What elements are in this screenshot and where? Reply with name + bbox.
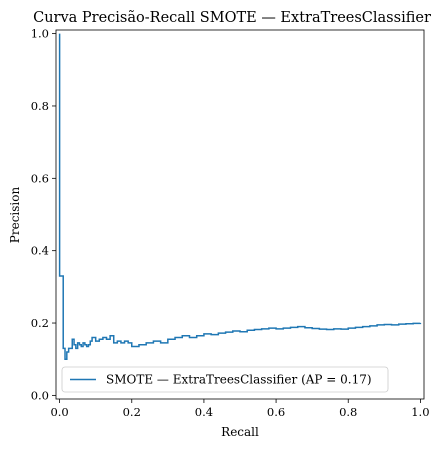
- x-axis-label: Recall: [221, 425, 259, 439]
- legend-label: SMOTE — ExtraTreesClassifier (AP = 0.17): [106, 373, 372, 387]
- legend-box: [61, 366, 389, 393]
- legend: SMOTE — ExtraTreesClassifier (AP = 0.17): [61, 366, 389, 393]
- series-line: [58, 33, 422, 360]
- x-tick-label: 0.8: [339, 405, 357, 419]
- y-tick-label: 0.8: [31, 99, 49, 113]
- plot-area: 0.0 0.2 0.4 0.6 0.8 1.0 0.0 0.2 0.4 0.6 0.8 1.0 SMOT…: [31, 27, 430, 419]
- y-tick-label: 0.2: [31, 316, 49, 330]
- y-tick-label: 0.6: [31, 171, 49, 185]
- x-tick-label: 0.2: [123, 405, 141, 419]
- x-tick-label: 1.0: [411, 405, 429, 419]
- chart-title: Curva Precisão-Recall SMOTE — ExtraTrees…: [33, 10, 431, 26]
- y-tick-label: 0.4: [31, 244, 49, 258]
- y-axis-label: Precision: [8, 187, 22, 244]
- x-tick-label: 0.0: [50, 405, 68, 419]
- x-tick-label: 0.6: [267, 405, 285, 419]
- y-tick-label: 0.0: [31, 388, 49, 402]
- x-tick-label: 0.4: [195, 405, 213, 419]
- axes-frame: [55, 29, 425, 400]
- y-tick-label: 1.0: [31, 27, 49, 41]
